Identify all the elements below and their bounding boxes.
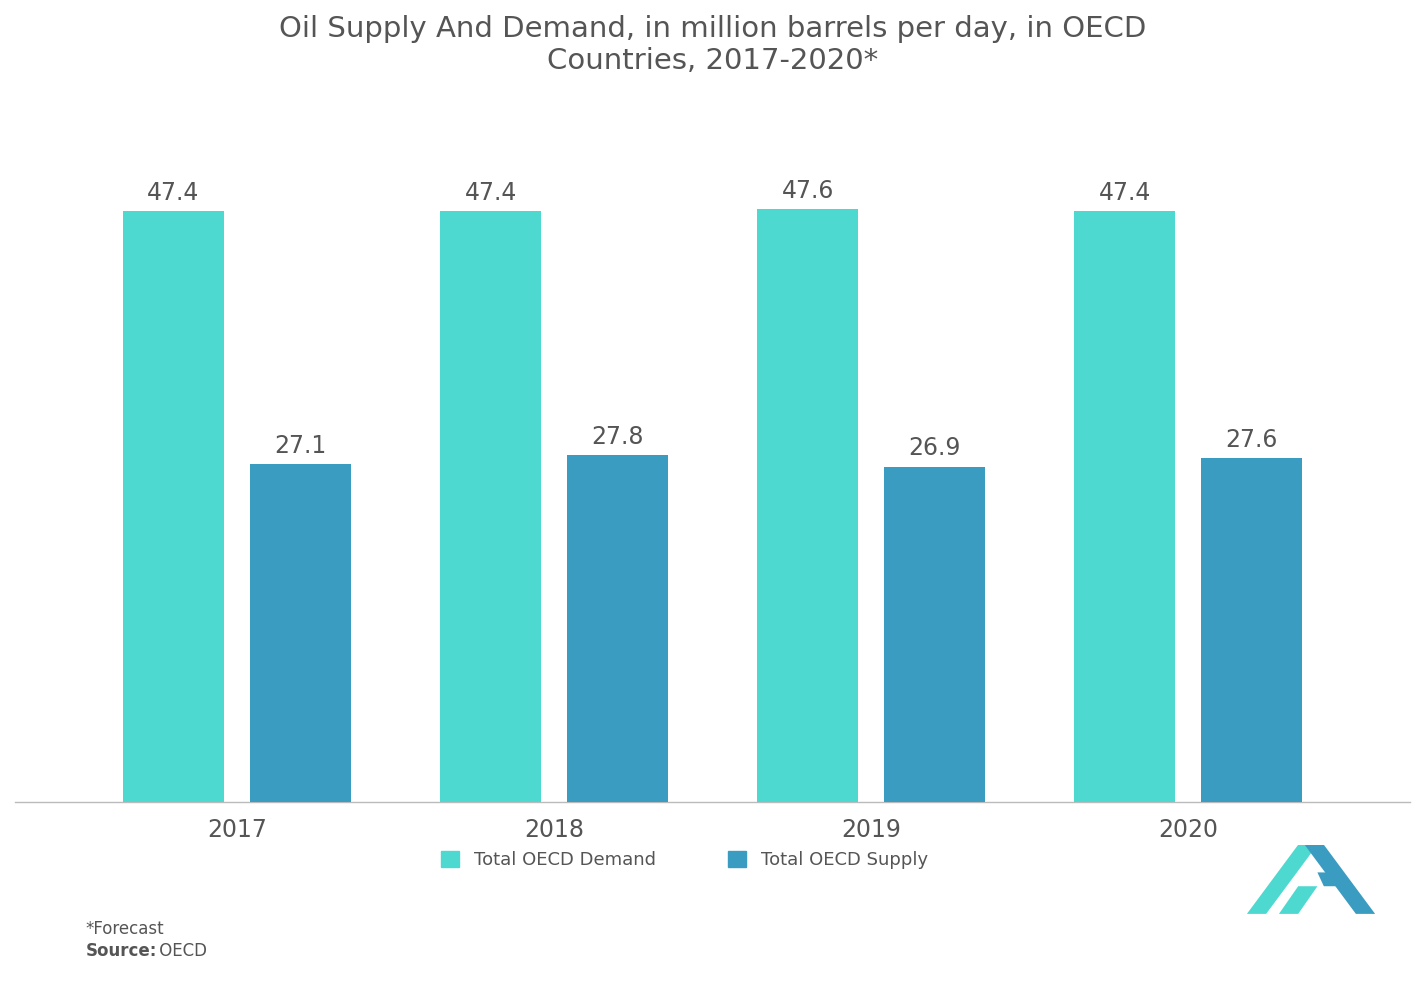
Bar [1074, 211, 1176, 802]
Text: 27.1: 27.1 [274, 434, 326, 458]
Text: *Forecast: *Forecast [86, 920, 164, 938]
Polygon shape [1317, 872, 1342, 886]
Text: OECD: OECD [154, 943, 207, 960]
Bar [440, 211, 542, 802]
Bar [249, 464, 351, 802]
Text: 47.4: 47.4 [465, 181, 517, 206]
Title: Oil Supply And Demand, in million barrels per day, in OECD
Countries, 2017-2020*: Oil Supply And Demand, in million barrel… [279, 15, 1146, 75]
Polygon shape [1247, 845, 1317, 914]
Text: 47.6: 47.6 [781, 179, 834, 203]
Text: 47.4: 47.4 [147, 181, 200, 206]
Text: Source:: Source: [86, 943, 157, 960]
Bar [884, 466, 985, 802]
Text: 27.6: 27.6 [1226, 428, 1278, 452]
Bar [567, 455, 668, 802]
Polygon shape [1280, 886, 1317, 914]
Bar [123, 211, 224, 802]
Legend: Total OECD Demand, Total OECD Supply: Total OECD Demand, Total OECD Supply [435, 844, 935, 876]
Bar [1201, 458, 1302, 802]
Text: 47.4: 47.4 [1099, 181, 1151, 206]
Bar [757, 208, 858, 802]
Text: 26.9: 26.9 [908, 437, 960, 460]
Text: 27.8: 27.8 [591, 425, 644, 450]
Polygon shape [1305, 845, 1375, 914]
